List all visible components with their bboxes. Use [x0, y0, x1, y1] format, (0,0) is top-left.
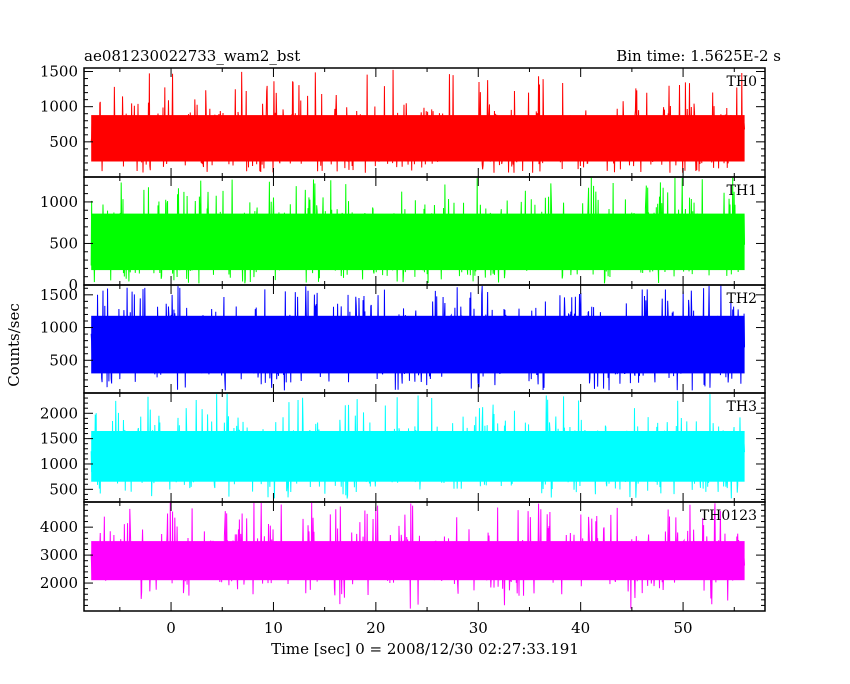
- y-tick-label: 1000: [40, 98, 78, 116]
- y-tick-label: 1000: [40, 193, 78, 211]
- x-tick-label: 40: [571, 619, 590, 637]
- series-label-th1: TH1: [727, 183, 757, 199]
- chart-title: ae081230022733_wam2_bst: [84, 47, 300, 65]
- y-tick-label: 1500: [40, 286, 78, 304]
- y-tick-label: 3000: [40, 546, 78, 564]
- y-tick-label: 2000: [40, 574, 78, 592]
- y-tick-label: 500: [49, 234, 78, 252]
- series-label-th3: TH3: [727, 399, 757, 415]
- chart-subtitle: Bin time: 1.5625E-2 s: [616, 47, 781, 65]
- y-tick-label: 1500: [40, 63, 78, 81]
- y-tick-label: 0: [68, 276, 78, 294]
- panel-th0: 500 1000 1500 TH0: [40, 63, 766, 178]
- y-tick-label: 1000: [40, 455, 78, 473]
- series-line-th0: [90, 69, 746, 173]
- panel-th0123: 2000 3000 4000 TH0123: [40, 501, 766, 612]
- x-tick-label: 0: [166, 619, 176, 637]
- x-tick-label: 20: [366, 619, 385, 637]
- y-tick-label: 1500: [40, 430, 78, 448]
- series-line-th1: [90, 177, 746, 284]
- series-label-th0123: TH0123: [700, 508, 757, 524]
- panel-th1: 0 500 1000 TH1: [40, 176, 766, 294]
- y-tick-label: 4000: [40, 518, 78, 536]
- series-line-th3: [90, 393, 746, 499]
- panel-th3: 500 1000 1500 2000 TH3: [40, 392, 766, 503]
- y-tick-label: 1000: [40, 319, 78, 337]
- series-line-th2: [90, 284, 746, 391]
- x-axis-title: Time [sec] 0 = 2008/12/30 02:27:33.191: [271, 640, 579, 658]
- x-tick-label: 50: [674, 619, 693, 637]
- y-axis-title: Counts/sec: [5, 303, 23, 387]
- series-label-th0: TH0: [727, 74, 757, 90]
- series-label-th2: TH2: [727, 291, 757, 307]
- y-tick-label: 500: [49, 133, 78, 151]
- x-tick-label: 30: [469, 619, 488, 637]
- series-line-th0123: [90, 502, 746, 609]
- y-tick-label: 500: [49, 480, 78, 498]
- panel-th2: 500 1000 1500 TH2: [40, 284, 766, 394]
- panel-frame: [83, 501, 766, 612]
- y-tick-label: 2000: [40, 404, 78, 422]
- x-tick-labels: 0 10 20 30 40 50: [166, 619, 692, 637]
- y-tick-label: 500: [49, 351, 78, 369]
- x-tick-label: 10: [264, 619, 283, 637]
